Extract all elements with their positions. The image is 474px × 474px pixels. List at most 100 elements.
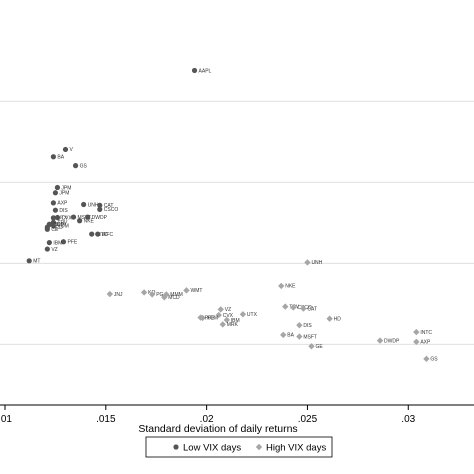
point-label-high-pfe: PFE [205, 315, 215, 321]
point-label-low-cat: CAT [104, 203, 114, 209]
point-label-high-utx: UTX [247, 312, 258, 318]
point-high-vix-csco [290, 304, 297, 311]
point-low-vix-vz [44, 246, 50, 252]
point-low-vix-v [62, 146, 69, 153]
x-tick-label-0: .01 [0, 414, 12, 425]
point-high-vix-msft [296, 333, 303, 340]
point-label-low-ce: CE [51, 227, 59, 233]
point-high-vix-jnj [106, 290, 114, 298]
point-label-high-hd: HD [334, 317, 342, 323]
point-label-high-ba: BA [287, 333, 294, 339]
point-label-low-wfc: WFC [102, 232, 114, 238]
point-label-low-ba: BA [57, 155, 64, 161]
x-tick-label-3: .025 [298, 414, 318, 425]
legend-label-high-vix: High VIX days [266, 443, 326, 454]
point-low-vix-cat [97, 202, 103, 208]
point-high-vix-utx [239, 311, 247, 318]
point-low-vix-jpm [54, 184, 61, 191]
point-label-high-xom: XOM [207, 316, 218, 322]
legend-box [145, 436, 333, 458]
point-label-low-axp: AXP [57, 201, 68, 207]
point-label-low-pfe: PFE [67, 240, 77, 246]
point-low-vix-pfe [60, 239, 67, 245]
point-high-vix-dwdp [376, 337, 384, 344]
point-label-high-dwdp: DWDP [384, 338, 400, 344]
point-label-low-xom: XOM [57, 223, 68, 229]
point-low-vix-dwdp [85, 214, 91, 220]
grid-layer [0, 100, 474, 345]
point-high-vix-dis [296, 322, 303, 329]
point-label-high-vz: VZ [225, 307, 231, 313]
point-label-high-mcd: MCD [168, 295, 180, 301]
point-high-vix-pfe [197, 314, 204, 321]
point-high-vix-vz [217, 306, 224, 313]
legend-marker-high-vix [255, 443, 263, 451]
point-low-vix-jpm [52, 190, 59, 196]
point-label-low-gs: GS [80, 163, 88, 169]
point-high-vix-mcd [161, 294, 168, 301]
point-label-low-xom: XOM [53, 222, 64, 228]
point-high-vix-axp [413, 338, 420, 346]
point-label-low-unh: UNH [88, 202, 99, 208]
point-low-vix-cvx [54, 214, 61, 221]
point-label-high-mmm: MMM [170, 292, 183, 298]
point-low-vix-nke [77, 218, 83, 224]
point-label-low-jpm: JPM [61, 185, 71, 191]
legend: Low VIX days High VIX days [145, 436, 333, 458]
point-low-vix-ce [44, 226, 50, 232]
point-high-vix-intc [413, 328, 420, 336]
point-label-high-axp: AXP [420, 340, 431, 346]
point-label-low-dis: DIS [59, 208, 68, 214]
point-high-vix-ibm [223, 316, 230, 324]
point-low-vix-ba [50, 154, 56, 160]
point-label-high-cat: CAT [307, 306, 317, 312]
point-high-vix-ko [140, 289, 148, 296]
point-label-low-hd: HD [53, 222, 61, 228]
point-high-vix-ba [280, 331, 287, 339]
x-tick-label-1: .015 [96, 414, 116, 425]
point-label-low-intc: INTC [96, 232, 108, 238]
point-label-high-unh: UNH [311, 260, 322, 266]
point-label-high-gs: GS [430, 357, 438, 363]
point-high-vix-hd [326, 315, 333, 322]
x-tick-label-4: .03 [401, 414, 415, 425]
point-label-high-pg: PG [156, 292, 163, 298]
point-low-vix-utx [50, 215, 56, 221]
point-high-vix-gs [423, 355, 430, 363]
point-low-vix-dis [52, 207, 59, 213]
point-high-vix-wmt [183, 287, 190, 294]
point-label-high-wmt: WMT [190, 288, 202, 294]
point-high-vix-ge [308, 343, 315, 350]
point-low-vix-msft [70, 214, 77, 220]
legend-marker-low-vix [173, 444, 179, 450]
point-high-vix-cat [300, 305, 307, 312]
point-low-vix-gs [72, 163, 79, 169]
point-high-vix-pg [148, 291, 156, 298]
point-label-low-msft: MSFT [78, 215, 92, 221]
point-label-high-ibm: IBM [231, 318, 240, 324]
point-label-low-cvx: CVX [61, 215, 72, 221]
point-label-low-dwdp: DWDP [92, 215, 108, 221]
point-label-high-intc: INTC [420, 330, 432, 336]
x-axis-title: Standard deviation of daily returns [138, 423, 297, 435]
point-label-low-nke: NKE [84, 219, 95, 225]
point-label-low-csco: CSCO [104, 207, 119, 213]
x-tick-layer: .01 .015 .02 .025 .03 [0, 405, 416, 425]
point-label-high-dis: DIS [303, 323, 312, 329]
point-label-high-cvx: CVX [223, 313, 234, 319]
point-label-low-jpm: JPM [59, 191, 69, 197]
point-label-high-nke: NKE [285, 284, 296, 290]
point-label-low-mt: MT [33, 259, 40, 265]
point-label-low-aapl: AAPL [199, 68, 212, 74]
legend-label-low-vix: Low VIX days [183, 443, 241, 454]
point-low-vix-csco [97, 206, 103, 212]
point-high-vix-mrk [219, 321, 226, 328]
point-high-vix-mmm [163, 291, 170, 298]
point-label-high-ge: GE [315, 344, 323, 350]
point-low-vix-mt [26, 258, 32, 264]
point-low-vix-xom [50, 222, 56, 229]
point-label-low-trv: TRV [57, 220, 68, 226]
x-tick-label-2: .02 [200, 414, 214, 425]
